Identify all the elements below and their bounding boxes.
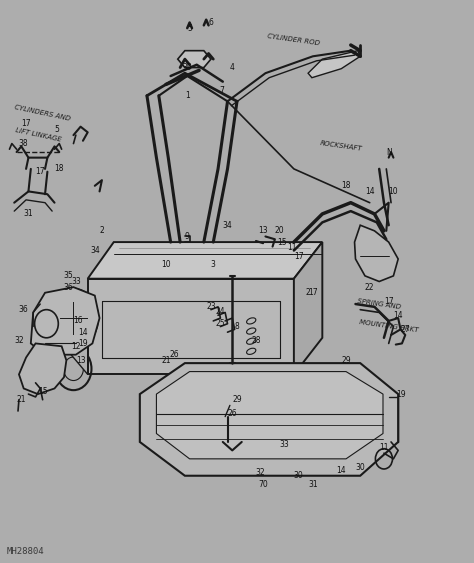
Text: 27: 27: [401, 325, 410, 334]
Polygon shape: [178, 51, 211, 68]
Text: 28: 28: [251, 336, 261, 345]
Text: ROCKSHAFT: ROCKSHAFT: [320, 140, 363, 153]
Text: 10: 10: [389, 187, 398, 196]
Text: 14: 14: [78, 328, 88, 337]
Text: 23: 23: [206, 302, 216, 311]
Text: 9: 9: [185, 232, 190, 241]
Text: 24: 24: [216, 307, 225, 316]
Text: 29: 29: [341, 356, 351, 365]
Text: MOUNTING BRKT: MOUNTING BRKT: [359, 319, 419, 334]
Text: 33: 33: [71, 277, 81, 286]
Text: 39: 39: [182, 63, 192, 72]
Text: 16: 16: [73, 316, 83, 325]
Text: 18: 18: [55, 164, 64, 173]
Text: 35: 35: [64, 271, 73, 280]
Text: CYLINDER ROD: CYLINDER ROD: [267, 33, 320, 46]
Text: 11: 11: [287, 243, 296, 252]
Text: 7: 7: [219, 86, 224, 95]
Text: 8: 8: [235, 322, 239, 331]
Polygon shape: [156, 372, 383, 459]
Polygon shape: [355, 225, 398, 282]
Text: 18: 18: [341, 181, 351, 190]
Polygon shape: [19, 343, 66, 394]
Text: CYLINDERS AND: CYLINDERS AND: [14, 104, 71, 122]
Text: 17: 17: [308, 288, 318, 297]
Text: 14: 14: [393, 311, 403, 320]
Text: 11: 11: [379, 443, 389, 452]
Text: 34: 34: [90, 246, 100, 255]
Text: 22: 22: [365, 283, 374, 292]
Text: 31: 31: [24, 209, 33, 218]
Text: 15: 15: [38, 387, 47, 396]
Text: 32: 32: [256, 468, 265, 477]
Text: 19: 19: [78, 339, 88, 348]
Text: 14: 14: [337, 466, 346, 475]
Text: 13: 13: [76, 356, 85, 365]
Polygon shape: [88, 242, 322, 279]
Text: 1: 1: [185, 91, 190, 100]
Text: 33: 33: [280, 440, 289, 449]
Text: 2: 2: [100, 226, 104, 235]
Text: 31: 31: [308, 480, 318, 489]
Text: 3: 3: [211, 260, 216, 269]
Text: 14: 14: [365, 187, 374, 196]
Text: SPRING AND: SPRING AND: [357, 298, 401, 310]
Text: 2: 2: [306, 288, 310, 297]
Text: 20: 20: [275, 226, 284, 235]
Polygon shape: [140, 363, 398, 476]
Text: 38: 38: [19, 139, 28, 148]
Text: 19: 19: [396, 390, 405, 399]
Text: 36: 36: [19, 305, 28, 314]
Text: N: N: [386, 148, 392, 157]
Text: 4: 4: [230, 63, 235, 72]
Text: 36: 36: [64, 283, 73, 292]
Text: 15: 15: [277, 238, 287, 247]
Text: 10: 10: [161, 260, 171, 269]
Text: 21: 21: [17, 395, 26, 404]
Text: 17: 17: [294, 252, 303, 261]
Polygon shape: [88, 279, 294, 374]
Text: 32: 32: [14, 336, 24, 345]
Text: MH28804: MH28804: [7, 547, 45, 556]
Text: 30: 30: [356, 463, 365, 472]
Text: 25: 25: [216, 319, 225, 328]
Text: 26: 26: [228, 409, 237, 418]
Text: 17: 17: [36, 167, 45, 176]
Text: 21: 21: [161, 356, 171, 365]
Text: 17: 17: [384, 297, 393, 306]
Text: 70: 70: [258, 480, 268, 489]
Polygon shape: [294, 242, 322, 374]
Text: 17: 17: [21, 119, 31, 128]
Text: 30: 30: [294, 471, 303, 480]
Polygon shape: [308, 51, 360, 78]
Polygon shape: [31, 287, 100, 355]
Polygon shape: [62, 321, 88, 374]
Text: 12: 12: [71, 342, 81, 351]
Text: 5: 5: [55, 125, 59, 134]
Text: LIFT LINKAGE: LIFT LINKAGE: [14, 127, 62, 143]
Text: 34: 34: [223, 221, 232, 230]
Text: 13: 13: [258, 226, 268, 235]
Text: 5: 5: [187, 24, 192, 33]
Text: 29: 29: [232, 395, 242, 404]
Text: 6: 6: [209, 18, 213, 27]
Text: 26: 26: [170, 350, 179, 359]
